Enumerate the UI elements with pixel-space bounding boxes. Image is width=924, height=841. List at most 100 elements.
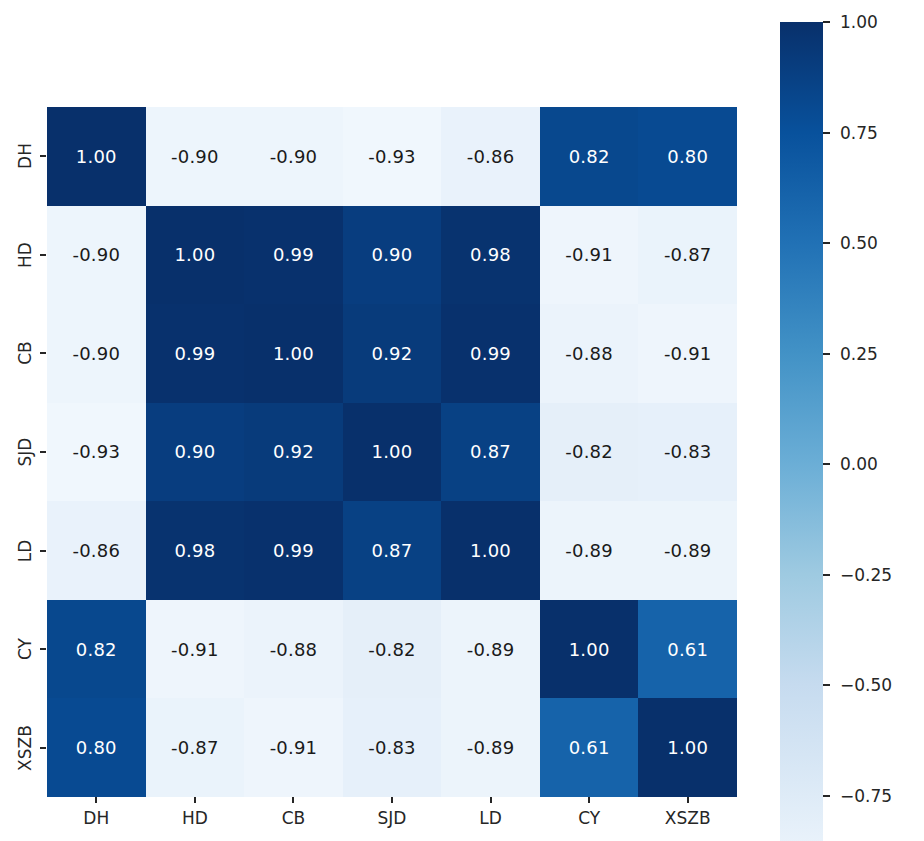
x-axis-label: LD [479, 808, 502, 828]
colorbar-tick [823, 574, 830, 576]
heatmap-cell: 0.99 [244, 501, 343, 600]
colorbar-tick-label: −0.25 [840, 565, 892, 585]
heatmap-cell: -0.86 [441, 107, 540, 206]
colorbar-tick [823, 795, 830, 797]
heatmap-cell: -0.90 [146, 107, 245, 206]
x-axis-tick [391, 797, 393, 803]
heatmap-cell: 1.00 [244, 304, 343, 403]
colorbar-tick [823, 132, 830, 134]
cell-value: -0.82 [368, 639, 416, 660]
cell-value: -0.86 [72, 540, 120, 561]
heatmap-cell: -0.91 [244, 698, 343, 797]
colorbar-tick-label: 0.25 [840, 344, 878, 364]
heatmap-cell: -0.91 [540, 206, 639, 305]
heatmap-cell: 0.90 [146, 403, 245, 502]
heatmap-cell: 1.00 [47, 107, 146, 206]
heatmap-cell: 0.61 [638, 600, 737, 699]
x-axis-label: CY [578, 808, 600, 828]
cell-value: -0.87 [171, 737, 219, 758]
cell-value: -0.90 [270, 146, 318, 167]
cell-value: 1.00 [273, 343, 314, 364]
heatmap-cell: -0.83 [343, 698, 442, 797]
correlation-heatmap-figure: 1.00-0.90-0.90-0.93-0.860.820.80-0.901.0… [0, 0, 924, 841]
y-axis-tick [40, 451, 46, 453]
colorbar-tick [823, 21, 830, 23]
cell-value: 1.00 [372, 441, 413, 462]
cell-value: 0.92 [372, 343, 413, 364]
cell-value: -0.88 [270, 639, 318, 660]
cell-value: 0.80 [76, 737, 117, 758]
cell-value: -0.89 [467, 639, 515, 660]
x-axis-label: DH [83, 808, 109, 828]
heatmap-cell: -0.93 [343, 107, 442, 206]
y-axis-tick [40, 254, 46, 256]
cell-value: -0.89 [467, 737, 515, 758]
heatmap-cell: -0.89 [638, 501, 737, 600]
cell-value: -0.91 [171, 639, 219, 660]
heatmap-cell: 0.99 [441, 304, 540, 403]
y-axis-label: XSZB [15, 725, 35, 771]
cell-value: 0.61 [667, 639, 708, 660]
heatmap-cell: 0.98 [146, 501, 245, 600]
cell-value: 0.92 [273, 441, 314, 462]
heatmap-cell: -0.90 [47, 304, 146, 403]
cell-value: 0.82 [569, 146, 610, 167]
heatmap-cell: -0.82 [343, 600, 442, 699]
heatmap-cell: 0.90 [343, 206, 442, 305]
cell-value: -0.91 [270, 737, 318, 758]
heatmap-cell: -0.89 [441, 698, 540, 797]
cell-value: 1.00 [667, 737, 708, 758]
x-axis-label: CB [282, 808, 306, 828]
heatmap-cell: -0.90 [47, 206, 146, 305]
x-axis-tick [292, 797, 294, 803]
y-axis-label: CY [15, 638, 35, 660]
cell-value: 0.87 [372, 540, 413, 561]
heatmap-cell: -0.87 [146, 698, 245, 797]
cell-value: 0.80 [667, 146, 708, 167]
x-axis-tick [687, 797, 689, 803]
cell-value: -0.89 [664, 540, 712, 561]
heatmap-cell: 0.87 [343, 501, 442, 600]
cell-value: 0.90 [174, 441, 215, 462]
cell-value: -0.86 [467, 146, 515, 167]
cell-value: 1.00 [470, 540, 511, 561]
heatmap-cell: 0.99 [244, 206, 343, 305]
y-axis-tick [40, 352, 46, 354]
cell-value: -0.89 [565, 540, 613, 561]
colorbar-tick-label: 0.50 [840, 233, 878, 253]
colorbar-tick-label: 0.00 [840, 454, 878, 474]
heatmap-cell: -0.82 [540, 403, 639, 502]
cell-value: -0.93 [72, 441, 120, 462]
cell-value: -0.88 [565, 343, 613, 364]
y-axis-tick [40, 155, 46, 157]
y-axis-tick [40, 747, 46, 749]
heatmap-cell: 0.87 [441, 403, 540, 502]
cell-value: -0.87 [664, 244, 712, 265]
heatmap-cell: -0.88 [244, 600, 343, 699]
cell-value: 0.99 [470, 343, 511, 364]
cell-value: 0.98 [470, 244, 511, 265]
cell-value: -0.91 [664, 343, 712, 364]
colorbar-tick-label: 0.75 [840, 123, 878, 143]
heatmap-cell: 1.00 [638, 698, 737, 797]
heatmap-cell: 0.99 [146, 304, 245, 403]
y-axis-label: SJD [15, 438, 35, 467]
colorbar-tick [823, 353, 830, 355]
heatmap-cell: 1.00 [343, 403, 442, 502]
y-axis-label: HD [15, 242, 35, 268]
heatmap-cell: -0.87 [638, 206, 737, 305]
cell-value: 1.00 [174, 244, 215, 265]
heatmap-cell: 0.80 [638, 107, 737, 206]
heatmap-cell: -0.93 [47, 403, 146, 502]
colorbar-tick-label: 1.00 [840, 12, 878, 32]
x-axis-label: HD [182, 808, 208, 828]
heatmap-cell: 0.61 [540, 698, 639, 797]
cell-value: -0.82 [565, 441, 613, 462]
cell-value: 1.00 [569, 639, 610, 660]
cell-value: 0.87 [470, 441, 511, 462]
x-axis-tick [490, 797, 492, 803]
colorbar-gradient [780, 22, 823, 841]
heatmap-cell: -0.89 [441, 600, 540, 699]
y-axis-label: CB [15, 342, 35, 366]
heatmap-cell: -0.91 [146, 600, 245, 699]
